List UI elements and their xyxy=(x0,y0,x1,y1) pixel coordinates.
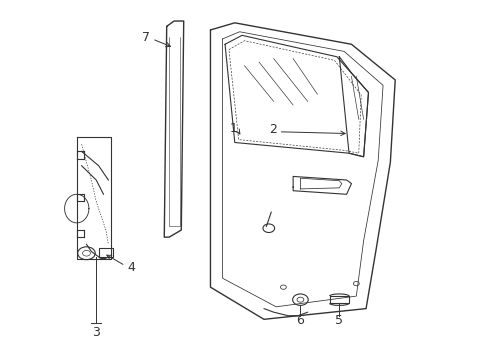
Text: 7: 7 xyxy=(142,31,150,44)
Text: 2: 2 xyxy=(268,123,276,136)
Text: 3: 3 xyxy=(92,327,100,339)
Text: 1: 1 xyxy=(229,122,237,135)
Text: 4: 4 xyxy=(127,261,135,274)
Text: 5: 5 xyxy=(335,314,343,327)
Text: 6: 6 xyxy=(296,314,304,327)
